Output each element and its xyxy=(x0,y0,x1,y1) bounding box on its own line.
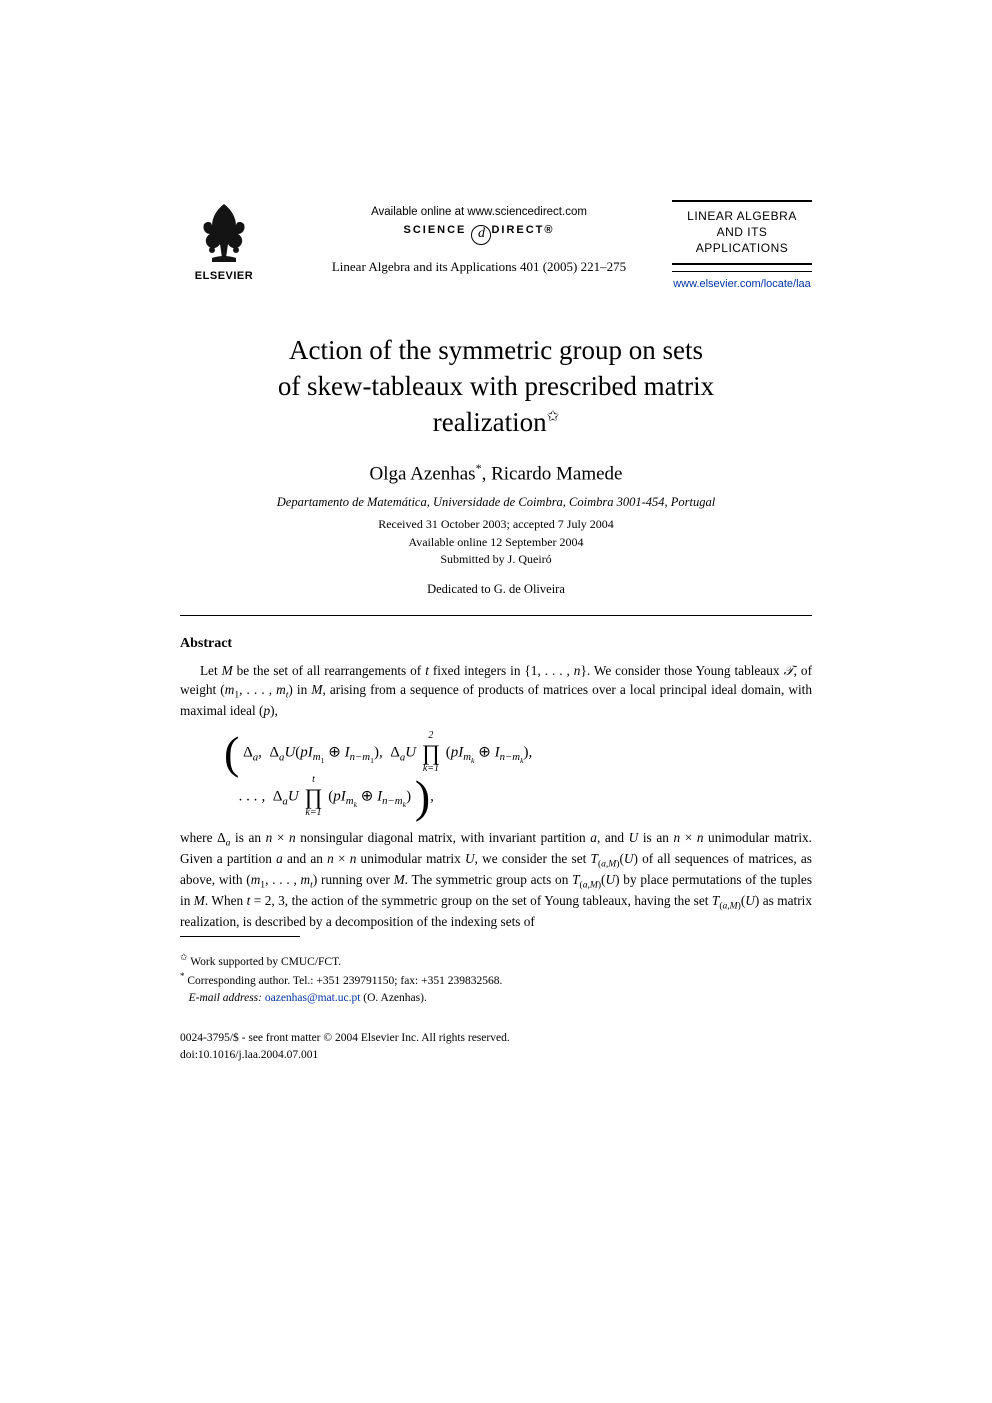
sd-d-icon: d xyxy=(471,225,491,245)
journal-name-l1: LINEAR ALGEBRA xyxy=(687,209,797,223)
abstract-body: Let M be the set of all rearrangements o… xyxy=(180,662,812,931)
author-1: Olga Azenhas xyxy=(370,463,476,484)
dedication: Dedicated to G. de Oliveira xyxy=(180,582,812,597)
article-dates: Received 31 October 2003; accepted 7 Jul… xyxy=(180,516,812,568)
elsevier-tree-icon xyxy=(194,200,254,268)
journal-name-l3: APPLICATIONS xyxy=(696,241,788,255)
authors: Olga Azenhas*, Ricardo Mamede xyxy=(180,461,812,485)
title-footnote-mark: ✩ xyxy=(547,409,560,425)
affiliation: Departamento de Matemática, Universidade… xyxy=(180,495,812,510)
footnotes: ✩ Work supported by CMUC/FCT. * Correspo… xyxy=(180,951,812,1007)
journal-rule-thin xyxy=(672,271,812,272)
journal-url[interactable]: www.elsevier.com/locate/laa xyxy=(672,278,812,290)
journal-title-block: LINEAR ALGEBRA AND ITS APPLICATIONS www.… xyxy=(672,200,812,290)
journal-header: ELSEVIER Available online at www.science… xyxy=(180,200,812,290)
journal-rule-mid xyxy=(672,263,812,265)
title-line3: realization xyxy=(433,407,547,437)
footnote-work: ✩ Work supported by CMUC/FCT. xyxy=(192,951,812,971)
journal-rule-top xyxy=(672,200,812,202)
abstract-heading: Abstract xyxy=(180,636,812,652)
sciencedirect-logo: SCIENCE dDIRECT® xyxy=(286,224,672,245)
journal-name: LINEAR ALGEBRA AND ITS APPLICATIONS xyxy=(672,208,812,257)
footnote-email: E-mail address: oazenhas@mat.uc.pt (O. A… xyxy=(192,990,812,1007)
received-line: Received 31 October 2003; accepted 7 Jul… xyxy=(378,517,614,531)
publisher-name: ELSEVIER xyxy=(195,270,253,282)
footnote-rule xyxy=(180,936,300,937)
author-sep: , xyxy=(482,463,492,484)
submitted-line: Submitted by J. Queiró xyxy=(440,552,551,566)
doi-line: doi:10.1016/j.laa.2004.07.001 xyxy=(180,1049,318,1061)
journal-name-l2: AND ITS xyxy=(717,225,768,239)
header-middle: Available online at www.sciencedirect.co… xyxy=(286,200,672,275)
author-2: Ricardo Mamede xyxy=(491,463,622,484)
abstract-para-1: Let M be the set of all rearrangements o… xyxy=(180,662,812,720)
sd-right: DIRECT® xyxy=(491,224,554,236)
paper-page: ELSEVIER Available online at www.science… xyxy=(0,0,992,1144)
title-line1: Action of the symmetric group on sets xyxy=(289,335,703,365)
journal-reference: Linear Algebra and its Applications 401 … xyxy=(286,259,672,275)
rule-above-abstract xyxy=(180,615,812,616)
copyright-line1: 0024-3795/$ - see front matter © 2004 El… xyxy=(180,1032,510,1044)
available-online-text: Available online at www.sciencedirect.co… xyxy=(286,206,672,218)
sd-left: SCIENCE xyxy=(403,224,466,236)
footnote-corresponding: * Corresponding author. Tel.: +351 23979… xyxy=(192,970,812,990)
article-title: Action of the symmetric group on sets of… xyxy=(220,332,772,441)
publisher-logo-block: ELSEVIER xyxy=(180,200,268,282)
email-link[interactable]: oazenhas@mat.uc.pt xyxy=(265,992,361,1004)
online-line: Available online 12 September 2004 xyxy=(408,535,583,549)
display-equation: ( Δa, ΔaU(pIm1 ⊕ In−m1), ΔaU 2∏k=1 (pImk… xyxy=(224,731,812,819)
copyright-block: 0024-3795/$ - see front matter © 2004 El… xyxy=(180,1030,812,1063)
title-line2: of skew-tableaux with prescribed matrix xyxy=(278,371,714,401)
abstract-para-2: where Δa is an n × n nonsingular diagona… xyxy=(180,829,812,932)
